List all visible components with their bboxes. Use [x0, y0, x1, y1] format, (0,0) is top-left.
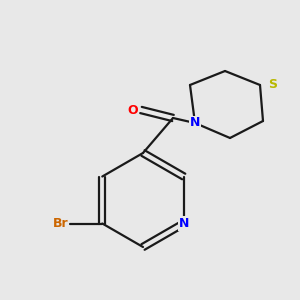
Text: Br: Br — [52, 217, 68, 230]
Text: N: N — [178, 217, 189, 230]
Text: S: S — [268, 79, 277, 92]
Text: O: O — [128, 103, 138, 116]
Text: N: N — [190, 116, 200, 130]
